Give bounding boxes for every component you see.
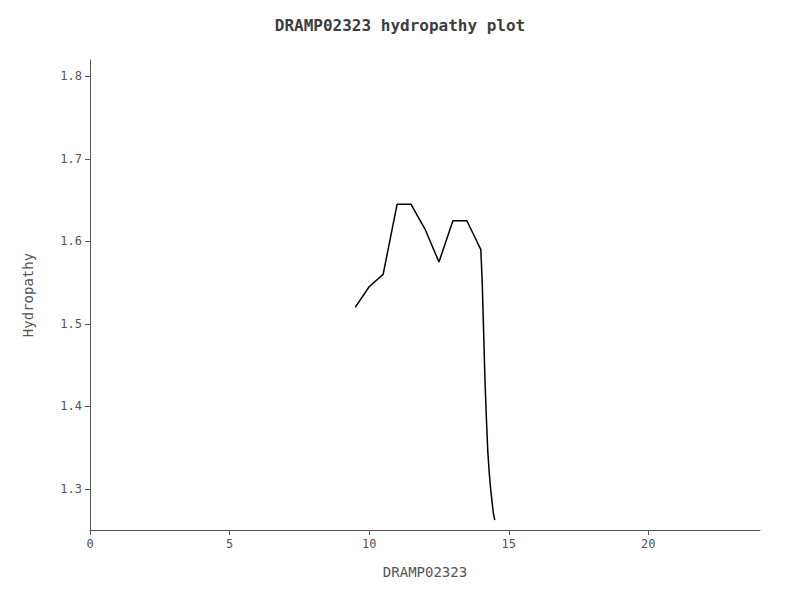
svg-text:DRAMP02323 hydropathy plot: DRAMP02323 hydropathy plot [275,16,525,35]
svg-text:5: 5 [226,537,233,551]
svg-text:1.8: 1.8 [60,69,82,83]
svg-text:Hydropathy: Hydropathy [20,253,36,337]
svg-text:DRAMP02323: DRAMP02323 [383,564,467,580]
svg-text:1.4: 1.4 [60,399,82,413]
svg-text:0: 0 [86,537,93,551]
svg-text:10: 10 [362,537,376,551]
svg-text:15: 15 [502,537,516,551]
svg-text:20: 20 [641,537,655,551]
svg-text:1.7: 1.7 [60,152,82,166]
svg-text:1.5: 1.5 [60,317,82,331]
svg-text:1.6: 1.6 [60,234,82,248]
svg-text:1.3: 1.3 [60,482,82,496]
